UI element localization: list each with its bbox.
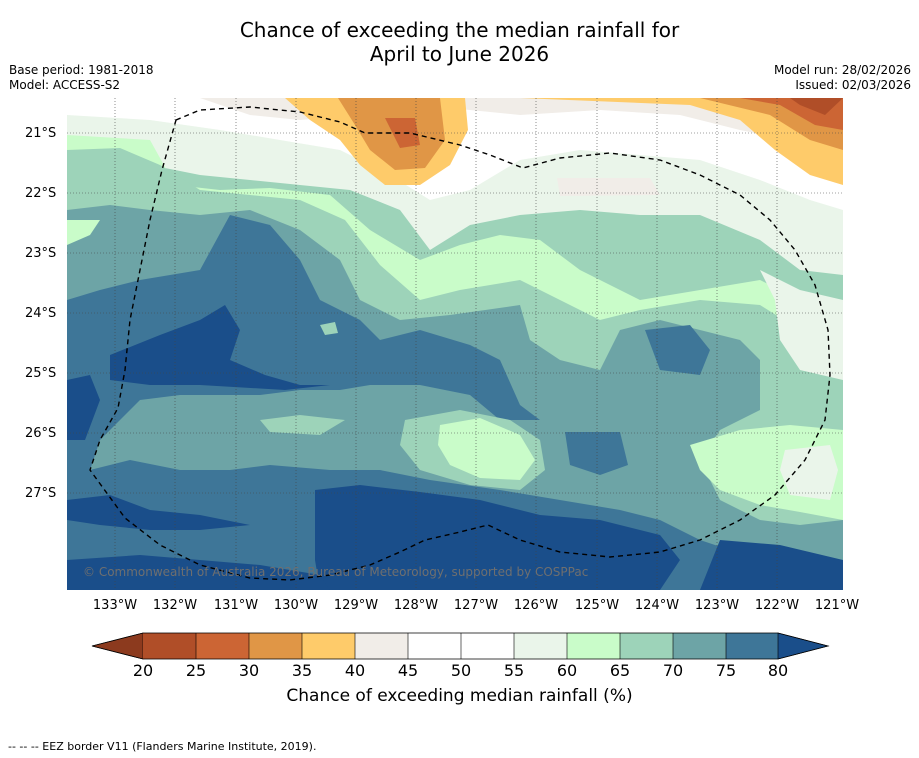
copyright-notice: © Commonwealth of Australia 2026, Bureau…: [83, 565, 589, 579]
cbar-20-25: [143, 633, 196, 659]
lon-label-124w: 124°W: [634, 598, 680, 613]
cbar-50-55: [461, 633, 514, 659]
colorbar-label: Chance of exceeding median rainfall (%): [286, 686, 633, 706]
cbar-40-45: [355, 633, 408, 659]
meta-right: Model run: 28/02/2026 Issued: 02/03/2026: [774, 63, 911, 93]
model-name: Model: ACCESS-S2: [9, 78, 121, 92]
cbar-tick-75: 75: [715, 661, 737, 680]
lat-label-27s: 27°S: [25, 486, 57, 501]
lon-label-126w: 126°W: [513, 598, 559, 613]
cbar-tick-30: 30: [238, 661, 260, 680]
lon-label-129w: 129°W: [333, 598, 379, 613]
cbar-tick-50: 50: [450, 661, 472, 680]
cbar-tick-65: 65: [609, 661, 631, 680]
colorbar-high-arrow: [777, 632, 830, 660]
lon-label-123w: 123°W: [694, 598, 740, 613]
lon-label-132w: 132°W: [152, 598, 198, 613]
lat-label-26s: 26°S: [25, 426, 57, 441]
cbar-tick-70: 70: [662, 661, 684, 680]
lon-label-127w: 127°W: [453, 598, 499, 613]
graticule: [67, 98, 843, 590]
cbar-65-70: [620, 633, 673, 659]
lon-label-122w: 122°W: [754, 598, 800, 613]
lon-label-128w: 128°W: [393, 598, 439, 613]
lon-label-133w: 133°W: [92, 598, 138, 613]
model-run: Model run: 28/02/2026: [773, 63, 911, 77]
lat-label-25s: 25°S: [25, 366, 57, 381]
lat-label-23s: 23°S: [25, 246, 57, 261]
cbar-35-40: [302, 633, 355, 659]
lat-label-24s: 24°S: [25, 306, 57, 321]
cbar-45-50: [408, 633, 461, 659]
cbar-55-60: [514, 633, 567, 659]
cbar-30-35: [249, 633, 302, 659]
issued-date: Issued: 02/03/2026: [795, 78, 911, 92]
eez-border: [89, 106, 831, 581]
meta-left: Base period: 1981-2018 Model: ACCESS-S2: [9, 63, 154, 93]
map-title: Chance of exceeding the median rainfall …: [0, 18, 919, 66]
colorbar: [91, 632, 830, 660]
cbar-25-30: [196, 633, 249, 659]
probability-field: [67, 98, 843, 590]
lon-label-130w: 130°W: [273, 598, 319, 613]
cbar-75-80: [726, 633, 778, 659]
cbar-tick-20: 20: [132, 661, 154, 680]
cbar-tick-25: 25: [185, 661, 207, 680]
cbar-tick-45: 45: [397, 661, 419, 680]
lon-label-131w: 131°W: [213, 598, 259, 613]
title-line-2: April to June 2026: [369, 42, 550, 66]
cbar-tick-80: 80: [767, 661, 789, 680]
lon-label-121w: 121°W: [814, 598, 860, 613]
cbar-60-65: [567, 633, 620, 659]
colorbar-low-arrow: [91, 632, 144, 660]
cbar-tick-35: 35: [291, 661, 313, 680]
base-period: Base period: 1981-2018: [9, 63, 154, 77]
title-line-1: Chance of exceeding the median rainfall …: [239, 18, 680, 42]
lat-label-22s: 22°S: [25, 186, 57, 201]
lon-label-125w: 125°W: [574, 598, 620, 613]
eez-legend-footer: -- -- -- EEZ border V11 (Flanders Marine…: [8, 740, 317, 753]
cbar-tick-55: 55: [503, 661, 525, 680]
cbar-70-75: [673, 633, 726, 659]
lat-label-21s: 21°S: [25, 126, 57, 141]
cbar-tick-40: 40: [344, 661, 366, 680]
cbar-tick-60: 60: [556, 661, 578, 680]
